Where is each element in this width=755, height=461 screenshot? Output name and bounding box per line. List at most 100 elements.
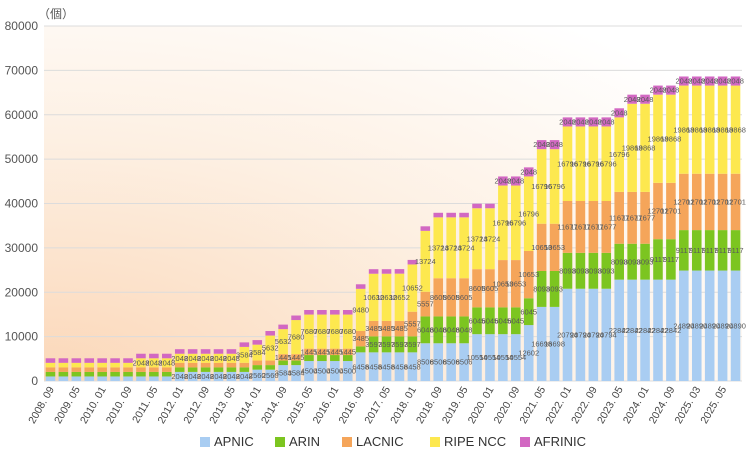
bar-value-label: 10554 xyxy=(505,353,526,362)
bar-segment-arin xyxy=(523,298,534,326)
bar-value-label: 8093 xyxy=(559,266,576,275)
bar-segment-lacnic xyxy=(523,250,534,299)
bar-segment-afrinic xyxy=(653,85,663,95)
bar-segment-afrinic xyxy=(97,358,107,363)
bar-segment-lacnic xyxy=(640,191,650,244)
bar-value-label: 2048 xyxy=(507,177,524,186)
bar-segment-lacnic xyxy=(342,348,353,356)
bar-segment-afrinic xyxy=(162,353,172,359)
bar-segment-apnic xyxy=(511,334,521,381)
bar-value-label: 2048 xyxy=(663,86,680,95)
bar-segment-afrinic xyxy=(666,85,676,95)
bar-value-label: 8093 xyxy=(572,266,589,275)
bar-segment-lacnic xyxy=(110,367,120,372)
bar-segment-ripe-ncc xyxy=(265,335,275,361)
bar-value-label: 10632 xyxy=(376,293,397,302)
bar-segment-ripe-ncc xyxy=(355,288,366,331)
bar-value-label: 3485 xyxy=(391,324,408,333)
bar-segment-apnic xyxy=(45,376,56,381)
bar-value-label: 5632 xyxy=(262,344,279,353)
legend-label: RIPE NCC xyxy=(444,434,506,449)
bar-segment-lacnic xyxy=(498,260,508,308)
bar-segment-apnic xyxy=(71,376,82,381)
bar-segment-arin xyxy=(691,230,702,271)
bar-segment-ripe-ncc xyxy=(162,358,172,368)
bar-segment-apnic xyxy=(342,361,353,381)
bar-value-label: 22842 xyxy=(609,326,630,335)
bar-segment-ripe-ncc xyxy=(239,346,250,363)
bar-segment-ripe-ncc xyxy=(666,94,676,183)
bar-value-label: 22842 xyxy=(635,326,656,335)
bar-segment-apnic xyxy=(679,270,689,381)
bar-segment-arin xyxy=(239,367,250,372)
bar-segment-lacnic xyxy=(575,200,586,253)
bar-segment-lacnic xyxy=(226,362,237,368)
bar-value-label: 2048 xyxy=(714,77,731,86)
bar-segment-arin xyxy=(381,336,392,353)
bar-value-label: 3485 xyxy=(352,334,369,343)
bar-value-label: 2048 xyxy=(210,372,227,381)
bar-segment-lacnic xyxy=(265,360,275,366)
bar-value-label: 8506 xyxy=(430,358,447,367)
bar-value-label: 24890 xyxy=(686,321,707,330)
bar-segment-afrinic xyxy=(691,76,702,86)
bar-segment-arin xyxy=(265,365,275,370)
bar-segment-apnic xyxy=(265,369,275,381)
bar-value-label: 22842 xyxy=(648,326,669,335)
bar-value-label: 8605 xyxy=(469,284,486,293)
bar-segment-apnic xyxy=(485,334,495,381)
bar-segment-ripe-ncc xyxy=(691,85,702,174)
bar-segment-afrinic xyxy=(187,349,198,354)
bar-value-label: 6458 xyxy=(352,362,369,371)
bar-value-label: 10653 xyxy=(531,243,552,252)
bar-value-label: 1445 xyxy=(326,347,343,356)
bar-value-label: 7680 xyxy=(301,327,318,336)
bar-segment-ripe-ncc xyxy=(433,217,444,279)
bar-segment-arin xyxy=(342,355,353,362)
bar-value-label: 11677 xyxy=(609,213,629,222)
bar-value-label: 8605 xyxy=(443,293,460,302)
bar-value-label: 2048 xyxy=(223,372,240,381)
bar-segment-lacnic xyxy=(394,320,405,337)
bar-value-label: 16796 xyxy=(583,159,604,168)
bar-value-label: 12701 xyxy=(660,207,681,216)
bar-segment-arin xyxy=(653,239,663,280)
bar-value-label: 19868 xyxy=(725,125,746,134)
bar-value-label: 2048 xyxy=(650,86,667,95)
bar-segment-apnic xyxy=(536,306,547,381)
bar-value-label: 12602 xyxy=(518,349,539,358)
bar-value-label: 1445 xyxy=(301,347,318,356)
bar-segment-arin xyxy=(485,307,495,335)
grid-lines xyxy=(44,25,742,382)
bar-segment-afrinic xyxy=(640,94,650,104)
bar-segment-ripe-ncc xyxy=(472,208,482,270)
bar-segment-arin xyxy=(562,252,573,289)
bar-segment-lacnic xyxy=(666,182,676,240)
bar-segment-apnic xyxy=(110,376,120,381)
bar-segment-lacnic xyxy=(252,360,263,366)
bar-value-label: 11677 xyxy=(557,223,577,232)
bar-segment-apnic xyxy=(472,334,482,381)
y-tick-label: 10000 xyxy=(5,330,39,344)
bar-value-label: 2048 xyxy=(236,372,253,381)
bar-segment-arin xyxy=(407,336,418,353)
legend-label: LACNIC xyxy=(356,434,404,449)
bar-segment-apnic xyxy=(575,288,586,381)
bar-segment-ripe-ncc xyxy=(226,353,237,363)
bar-segment-arin xyxy=(588,252,599,289)
bar-value-label: 19868 xyxy=(622,143,643,152)
bar-segment-afrinic xyxy=(394,269,405,274)
bar-segment-apnic xyxy=(174,371,185,381)
bar-segment-afrinic xyxy=(498,176,508,186)
bar-value-label: 10652 xyxy=(389,293,410,302)
bar-value-label: 16698 xyxy=(544,340,565,349)
bar-segment-arin xyxy=(601,252,612,289)
bar-segment-lacnic xyxy=(549,223,560,271)
bar-value-label: 10653 xyxy=(492,279,513,288)
bar-value-label: 24890 xyxy=(712,321,733,330)
bar-segment-afrinic xyxy=(342,310,353,315)
bar-segment-ripe-ncc xyxy=(679,85,689,174)
y-tick-label: 30000 xyxy=(5,241,39,255)
bar-segment-arin xyxy=(174,367,185,372)
bar-segment-ripe-ncc xyxy=(278,329,288,355)
